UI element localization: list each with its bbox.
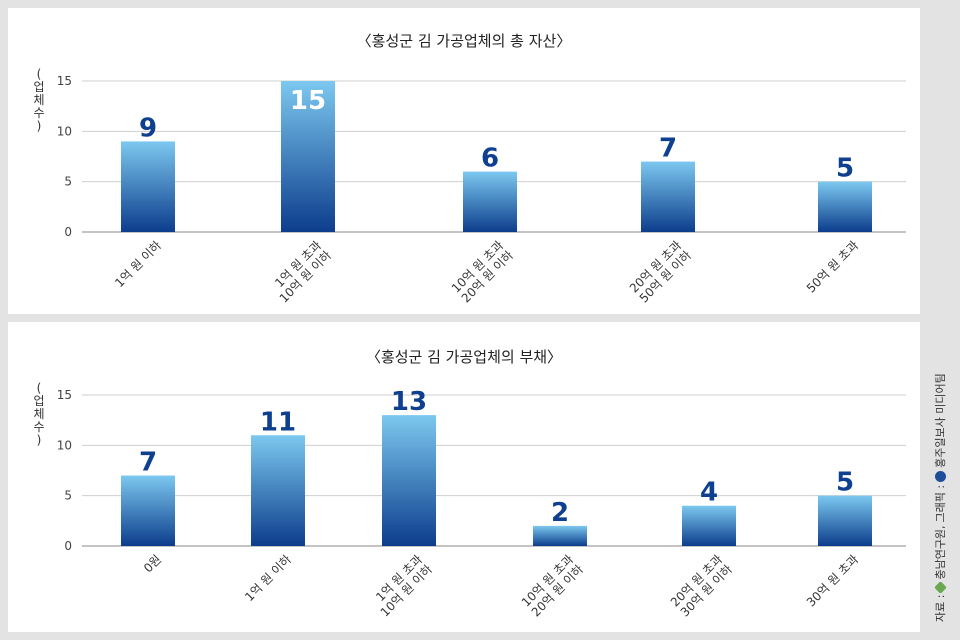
bar xyxy=(533,525,587,546)
y-tick-label: 0 xyxy=(64,225,72,239)
newspaper-logo-icon xyxy=(934,470,946,482)
y-tick-label: 0 xyxy=(64,539,72,553)
x-tick-label: 20억 원 초과30억 원 이하 xyxy=(668,552,735,619)
assets-chart: 〈홍성군 김 가공업체의 총 자산〉 (업 체 수) 0 5 10 15 9 1억 원 이하 15 1… xyxy=(33,32,906,305)
x-tick-label: 1억 원 초과10억 원 이하 xyxy=(267,238,334,305)
data-label: 7 xyxy=(659,134,677,164)
data-label: 7 xyxy=(139,448,157,478)
x-tick-label: 1억 원 초과10억 원 이하 xyxy=(368,552,435,619)
y-tick-label: 5 xyxy=(64,175,72,189)
source-graphic: 그래픽 : xyxy=(934,484,947,523)
data-label: 15 xyxy=(290,86,326,116)
data-label: 11 xyxy=(260,407,296,437)
x-tick-label: 50억 원 초과 xyxy=(804,238,861,295)
bar xyxy=(121,141,175,232)
y-axis-label: (업 체 수) xyxy=(33,67,44,133)
x-tick-label: 1억 원 이하 xyxy=(242,552,294,604)
source-prefix: 자료 : xyxy=(934,594,947,622)
chart-title: 〈홍성군 김 가공업체의 부채〉 xyxy=(366,348,562,366)
bar xyxy=(251,435,305,546)
source-media: 홍주일보사 미디어팀 xyxy=(934,373,947,468)
y-tick-label: 10 xyxy=(57,438,72,452)
x-tick-label: 10억 원 초과20억 원 이하 xyxy=(519,552,586,619)
x-tick-label: 20억 원 초과50억 원 이하 xyxy=(627,238,694,305)
data-label: 5 xyxy=(836,468,854,498)
bar xyxy=(641,161,695,232)
research-logo-icon xyxy=(933,580,947,594)
chart-title: 〈홍성군 김 가공업체의 총 자산〉 xyxy=(357,32,572,50)
y-tick-label: 5 xyxy=(64,489,72,503)
y-tick-label: 15 xyxy=(57,388,72,402)
x-tick-label: 30억 원 초과 xyxy=(804,552,861,609)
data-label: 4 xyxy=(700,478,718,508)
data-label: 13 xyxy=(391,387,427,417)
x-tick-label: 0원 xyxy=(141,552,164,575)
y-tick-label: 10 xyxy=(57,124,72,138)
bar xyxy=(463,171,517,232)
bar xyxy=(682,505,736,546)
bar xyxy=(121,475,175,546)
data-label: 9 xyxy=(139,113,157,143)
bar xyxy=(382,415,436,546)
x-tick-label: 10억 원 초과20억 원 이하 xyxy=(449,238,516,305)
chart-panel-debt: 〈홍성군 김 가공업체의 부채〉 (업 체 수) 0 5 10 15 7 0원 11 1억 원 이하 1… xyxy=(8,322,920,632)
data-label: 5 xyxy=(836,154,854,184)
source-research: 충남연구원, xyxy=(934,525,947,580)
bar xyxy=(818,181,872,232)
y-axis-label: (업 체 수) xyxy=(33,381,44,447)
debt-chart: 〈홍성군 김 가공업체의 부채〉 (업 체 수) 0 5 10 15 7 0원 11 1억 원 이하 1… xyxy=(33,348,906,619)
data-label: 6 xyxy=(481,144,499,174)
y-tick-label: 15 xyxy=(57,74,72,88)
chart-panel-assets: 〈홍성군 김 가공업체의 총 자산〉 (업 체 수) 0 5 10 15 9 1억 원 이하 15 1… xyxy=(8,8,920,314)
bar xyxy=(281,81,335,232)
source-credit: 자료 : 충남연구원, 그래픽 : 홍주일보사 미디어팀 xyxy=(922,372,956,622)
data-label: 2 xyxy=(551,498,569,528)
x-tick-label: 1억 원 이하 xyxy=(112,238,164,290)
bar xyxy=(818,495,872,546)
